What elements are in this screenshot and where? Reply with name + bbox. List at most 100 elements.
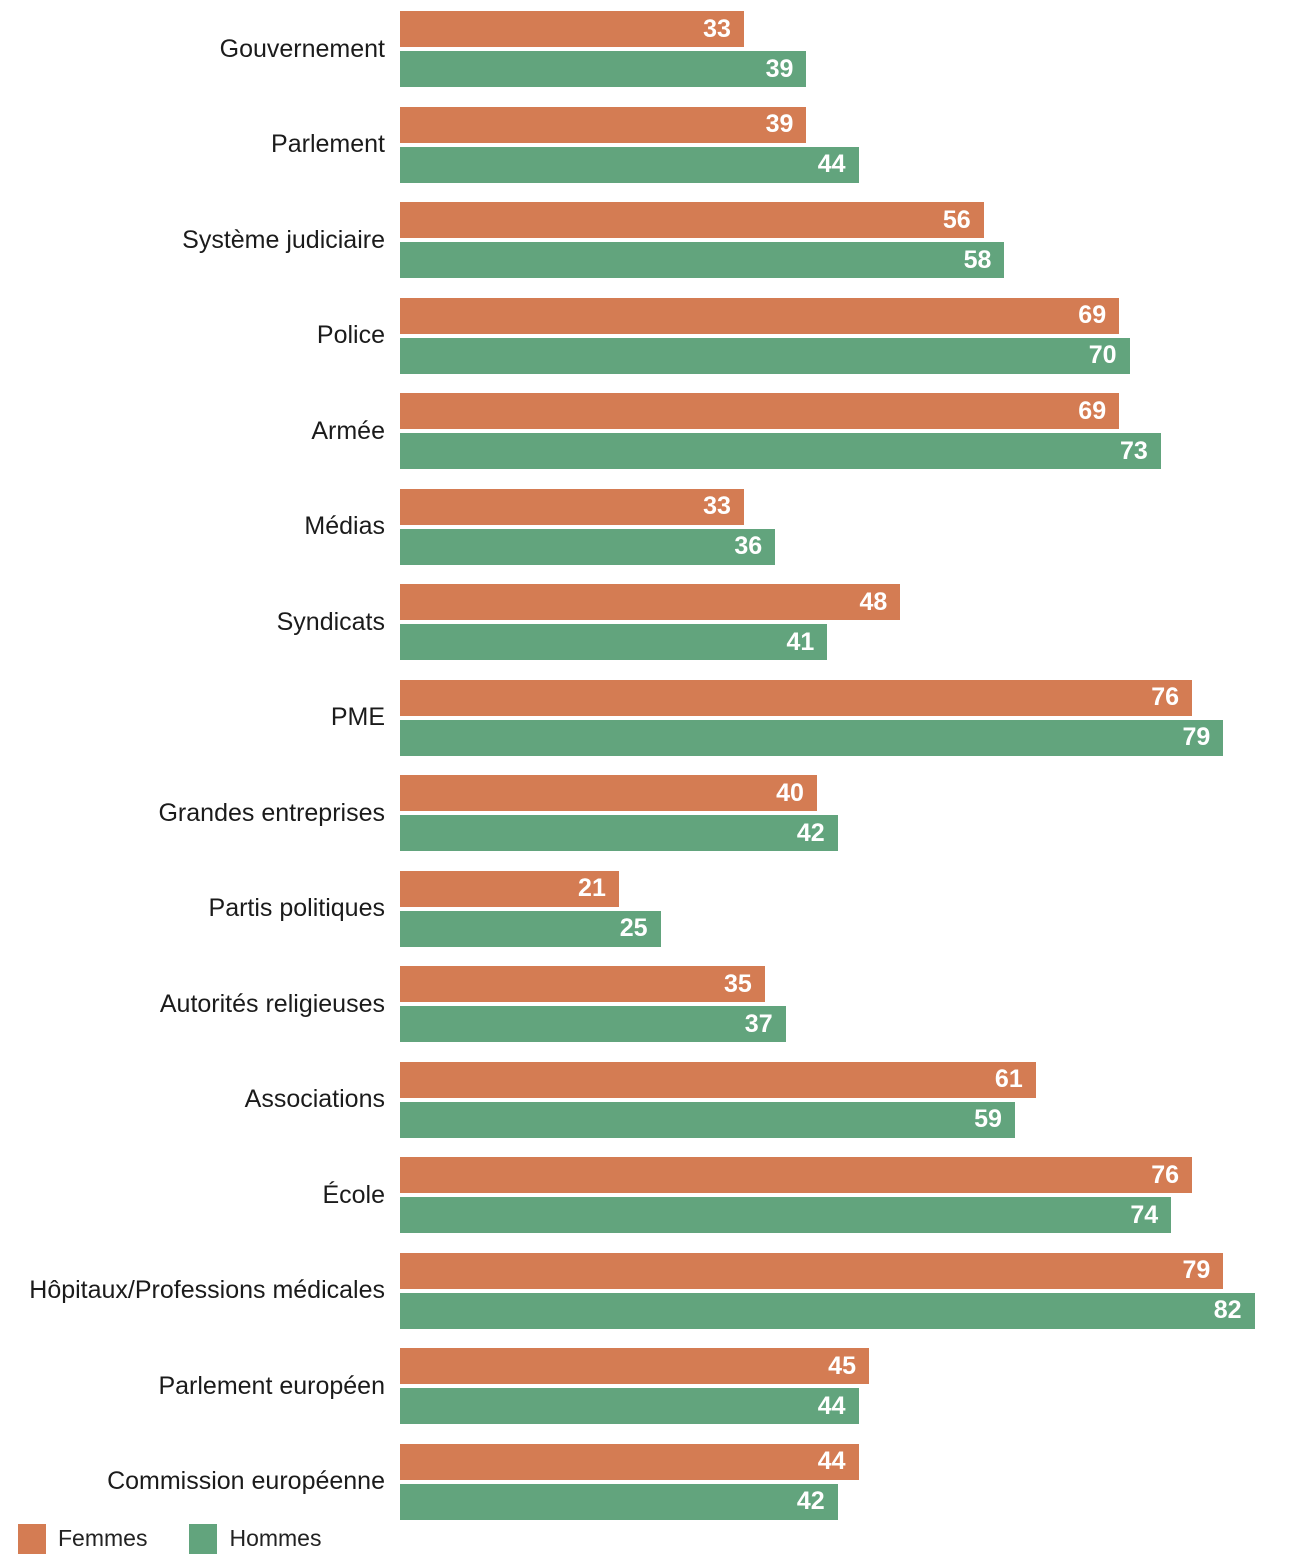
bar-femmes: 44: [400, 1443, 859, 1480]
bar-pair: 48 41: [400, 584, 1314, 660]
category-label: Parlement européen: [158, 1371, 385, 1400]
value-label: 44: [817, 1447, 846, 1475]
bar-femmes: 35: [400, 966, 765, 1002]
value-label: 79: [1182, 1256, 1211, 1284]
legend: Femmes Hommes: [18, 1523, 1314, 1554]
value-label: 44: [817, 150, 846, 178]
bar-pair: 35 37: [400, 966, 1314, 1042]
bar-pair: 33 39: [400, 11, 1314, 87]
bar-femmes: 56: [400, 202, 984, 238]
bar-hommes: 44: [400, 146, 859, 183]
bar-hommes: 58: [400, 242, 1005, 278]
legend-label-hommes: Hommes: [229, 1525, 322, 1551]
value-label: 76: [1151, 683, 1180, 711]
value-label: 69: [1078, 301, 1107, 329]
category-label: Syndicats: [276, 607, 385, 636]
legend-item-femmes: Femmes: [18, 1523, 148, 1554]
bar-hommes: 42: [400, 1483, 838, 1520]
category-label: PME: [330, 703, 385, 732]
category-label: Système judiciaire: [182, 225, 385, 254]
value-label: 69: [1078, 396, 1107, 425]
category-label: Grandes entreprises: [158, 798, 385, 827]
value-label: 25: [619, 914, 648, 942]
bar-pair: 76 79: [400, 679, 1314, 756]
bar-hommes: 39: [400, 51, 807, 87]
category-row: Commission européenne 44 42: [0, 1443, 1314, 1520]
value-label: 42: [796, 1487, 825, 1515]
bar-pair: 69 73: [400, 393, 1314, 469]
value-label: 59: [974, 1105, 1002, 1133]
category-row: Grandes entreprises 40 42: [0, 775, 1314, 851]
bar-femmes: 21: [400, 870, 619, 907]
bar-pair: 79 82: [400, 1252, 1314, 1329]
bar-femmes: 76: [400, 679, 1193, 716]
bar-femmes: 69: [400, 393, 1120, 429]
bar-pair: 61 59: [400, 1061, 1314, 1138]
category-row: Médias 33 36: [0, 488, 1314, 565]
bar-hommes: 79: [400, 719, 1224, 756]
bar-hommes: 41: [400, 624, 828, 660]
value-label: 48: [859, 587, 888, 616]
category-row: Armée 69 73: [0, 393, 1314, 469]
bar-femmes: 61: [400, 1061, 1036, 1098]
bar-hommes: 73: [400, 433, 1161, 469]
femmes-color-swatch: [18, 1523, 46, 1554]
bar-pair: 45 44: [400, 1348, 1314, 1424]
bar-hommes: 37: [400, 1006, 786, 1042]
legend-item-hommes: Hommes: [189, 1523, 322, 1554]
bar-hommes: 59: [400, 1101, 1015, 1138]
value-label: 37: [744, 1009, 773, 1038]
category-label: Commission européenne: [107, 1467, 385, 1496]
bar-hommes: 74: [400, 1197, 1172, 1233]
category-row: École 76 74: [0, 1157, 1314, 1233]
category-label: École: [322, 1180, 385, 1209]
value-label: 70: [1088, 341, 1117, 369]
value-label: 39: [765, 54, 794, 83]
bar-femmes: 48: [400, 584, 901, 620]
value-label: 35: [723, 969, 752, 998]
category-label: Associations: [244, 1085, 385, 1114]
value-label: 33: [703, 14, 731, 43]
grouped-bar-chart: Gouvernement 33 39 Parlement 39 44 Système jud…: [0, 11, 1314, 1520]
category-row: Police 69 70: [0, 297, 1314, 374]
bar-pair: 40 42: [400, 775, 1314, 851]
value-label: 79: [1182, 723, 1211, 751]
legend-label-femmes: Femmes: [58, 1525, 148, 1551]
bar-hommes: 70: [400, 337, 1130, 374]
category-row: Associations 61 59: [0, 1061, 1314, 1138]
value-label: 73: [1119, 436, 1148, 465]
category-label: Armée: [311, 416, 385, 445]
value-label: 56: [942, 205, 971, 234]
bar-hommes: 42: [400, 815, 838, 851]
bar-femmes: 76: [400, 1157, 1193, 1193]
value-label: 61: [994, 1065, 1023, 1093]
category-row: Système judiciaire 56 58: [0, 202, 1314, 278]
category-row: Partis politiques 21 25: [0, 870, 1314, 947]
category-label: Parlement: [271, 130, 385, 159]
value-label: 76: [1151, 1160, 1180, 1189]
category-label: Autorités religieuses: [159, 989, 385, 1018]
bar-femmes: 69: [400, 297, 1120, 334]
value-label: 21: [578, 874, 606, 902]
category-row: Parlement 39 44: [0, 106, 1314, 183]
value-label: 36: [734, 532, 763, 560]
value-label: 41: [786, 627, 815, 656]
bar-pair: 44 42: [400, 1443, 1314, 1520]
hommes-color-swatch: [189, 1523, 218, 1554]
value-label: 42: [796, 818, 825, 847]
bar-femmes: 79: [400, 1252, 1224, 1289]
value-label: 40: [776, 778, 804, 807]
value-label: 82: [1213, 1296, 1242, 1324]
category-label: Police: [316, 321, 385, 350]
value-label: 45: [828, 1351, 856, 1380]
bar-femmes: 45: [400, 1348, 869, 1384]
value-label: 74: [1130, 1200, 1159, 1229]
category-row: Gouvernement 33 39: [0, 11, 1314, 87]
bar-femmes: 33: [400, 488, 744, 525]
category-label: Hôpitaux/Professions médicales: [29, 1276, 385, 1305]
category-row: Hôpitaux/Professions médicales 79 82: [0, 1252, 1314, 1329]
category-label: Partis politiques: [208, 894, 385, 923]
bar-hommes: 36: [400, 528, 776, 565]
category-label: Gouvernement: [219, 34, 385, 63]
bar-hommes: 25: [400, 910, 661, 947]
